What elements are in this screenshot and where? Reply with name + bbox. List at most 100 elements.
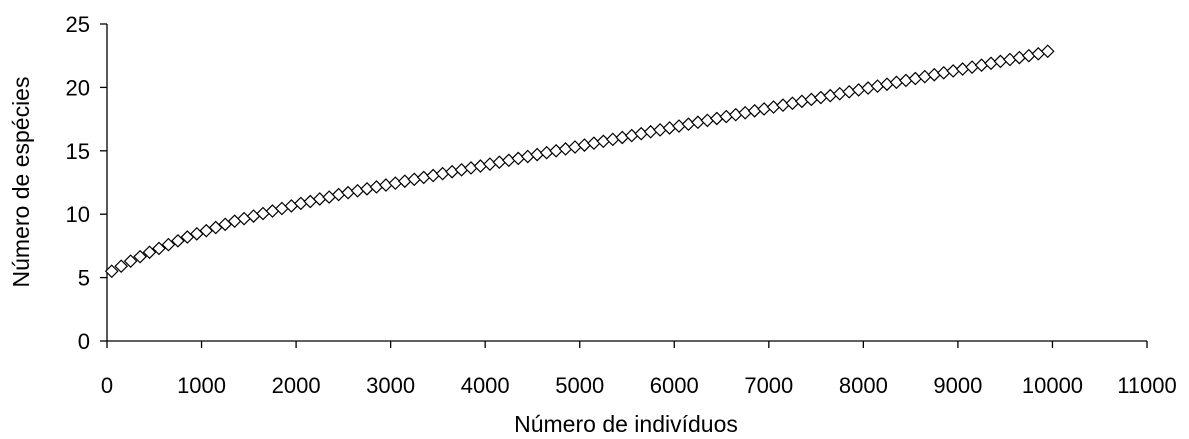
- data-point: [114, 259, 129, 274]
- data-point: [908, 71, 923, 86]
- data-point: [653, 123, 667, 137]
- data-point: [256, 206, 270, 221]
- y-tick-label: 0: [78, 329, 90, 354]
- data-point: [171, 233, 185, 248]
- data-point: [492, 155, 507, 170]
- x-axis: 0 1000 2000 3000 4000 5000 6000 7000 8000 9000 100…: [101, 340, 1177, 398]
- data-point: [445, 164, 459, 179]
- data-point: [388, 176, 403, 190]
- y-tick-label: 15: [66, 139, 90, 164]
- data-point: [851, 83, 866, 97]
- data-point: [142, 245, 157, 260]
- data-series: [104, 44, 1055, 279]
- data-point: [435, 166, 450, 181]
- data-point: [360, 181, 374, 196]
- x-tick-label: 5000: [555, 373, 604, 398]
- x-tick-label: 7000: [744, 373, 793, 398]
- y-tick-label: 5: [78, 266, 90, 291]
- y-axis: 0 5 10 15 20 25: [66, 12, 108, 354]
- data-point: [587, 136, 601, 151]
- y-axis-title: Número de espécies: [8, 77, 34, 288]
- data-point: [832, 86, 847, 101]
- data-point: [454, 162, 469, 177]
- data-point: [530, 147, 545, 162]
- data-point: [464, 161, 478, 175]
- data-point: [709, 111, 724, 126]
- data-point: [700, 113, 715, 128]
- data-point: [615, 130, 630, 145]
- x-tick-label: 10000: [1022, 373, 1083, 398]
- data-point: [284, 199, 299, 213]
- data-point: [1021, 48, 1036, 63]
- data-point: [265, 204, 280, 218]
- data-point: [426, 168, 441, 183]
- data-point: [133, 249, 147, 264]
- data-point: [681, 117, 696, 132]
- data-point: [776, 98, 790, 113]
- y-tick-label: 20: [66, 75, 90, 100]
- data-point: [246, 209, 261, 223]
- data-point: [634, 126, 649, 141]
- x-tick-label: 1000: [177, 373, 226, 398]
- data-point: [984, 56, 998, 71]
- data-point: [369, 180, 384, 194]
- data-point: [672, 119, 686, 133]
- data-point: [1031, 46, 1046, 61]
- y-tick-label: 25: [66, 12, 90, 37]
- data-point: [766, 100, 781, 114]
- data-point: [303, 194, 318, 209]
- data-point: [804, 92, 819, 107]
- data-point: [596, 134, 611, 149]
- data-point: [993, 54, 1008, 69]
- data-point: [577, 138, 592, 152]
- data-point: [1003, 52, 1017, 67]
- data-point: [407, 172, 422, 187]
- data-point: [312, 192, 327, 206]
- data-point: [624, 128, 639, 143]
- data-point: [275, 201, 289, 216]
- x-tick-label: 0: [101, 373, 113, 398]
- data-point: [643, 124, 658, 139]
- data-point: [161, 237, 176, 252]
- x-tick-label: 6000: [650, 373, 699, 398]
- data-point: [1040, 44, 1055, 59]
- data-point: [889, 75, 904, 90]
- data-point: [785, 96, 800, 111]
- x-tick-label: 4000: [461, 373, 510, 398]
- data-point: [927, 67, 942, 82]
- x-tick-label: 9000: [933, 373, 982, 398]
- data-point: [880, 77, 894, 92]
- data-point: [416, 170, 431, 185]
- y-tick-label: 10: [66, 202, 90, 227]
- data-point: [861, 81, 875, 95]
- data-point: [379, 178, 393, 192]
- x-tick-label: 11000: [1117, 373, 1177, 398]
- data-point: [483, 157, 497, 171]
- data-point: [823, 88, 838, 103]
- data-point: [936, 65, 951, 80]
- data-point: [955, 62, 970, 76]
- data-point: [965, 60, 979, 74]
- data-point: [757, 102, 771, 116]
- data-point: [237, 211, 251, 226]
- data-point: [738, 105, 753, 120]
- data-point: [813, 90, 828, 105]
- data-point: [520, 149, 535, 164]
- data-point: [549, 143, 563, 158]
- data-point: [662, 121, 677, 135]
- data-point: [974, 58, 989, 73]
- data-point: [946, 64, 961, 78]
- data-point: [747, 104, 762, 118]
- data-point: [691, 115, 705, 130]
- x-tick-label: 8000: [839, 373, 888, 398]
- data-point: [152, 241, 166, 256]
- data-point: [331, 187, 346, 202]
- data-point: [397, 174, 412, 189]
- data-point: [501, 153, 516, 168]
- data-point: [605, 132, 620, 147]
- data-point: [917, 69, 932, 84]
- x-axis-title: Número de indivíduos: [514, 411, 738, 437]
- data-point: [1012, 50, 1027, 65]
- data-point: [558, 142, 573, 156]
